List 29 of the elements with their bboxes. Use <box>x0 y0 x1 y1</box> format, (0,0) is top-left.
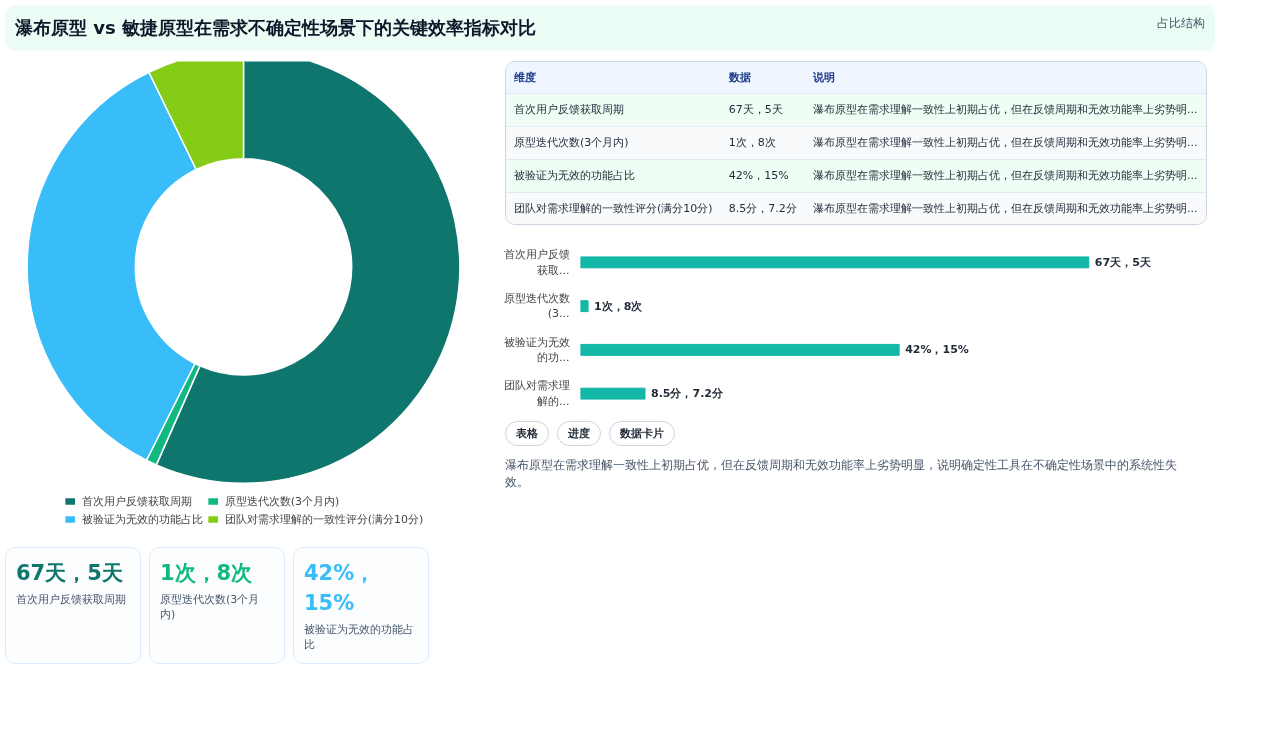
stat-card: 1次，8次 原型迭代次数(3个月内) <box>149 546 285 665</box>
data-label: 67天，5天 <box>1094 256 1152 270</box>
category-label: 原型迭代次数(3... <box>503 292 570 321</box>
bar <box>580 300 589 313</box>
bar <box>580 388 646 400</box>
table-row: 团队对需求理解的一致性评分(满分10分) 8.5分，7.2分 瀑布原型在需求理解一致性上初期占优，但在反馈周期和无效功能率上劣势明... <box>506 192 1206 225</box>
data-label: 42%，15% <box>905 343 969 357</box>
bar <box>580 256 1090 269</box>
legend-label: 首次用户反馈获取周期 <box>81 493 192 509</box>
text: 占比结构 <box>1157 15 1205 32</box>
category-label: 首次用户反馈获取... <box>503 248 570 278</box>
legend-label: 团队对需求理解的一致性评分(满分10分) <box>224 511 424 527</box>
category-label: 维度 <box>513 69 537 86</box>
stat-card: 67天，5天 首次用户反馈获取周期 <box>5 546 141 665</box>
data-label: 8.5分，7.2分 <box>650 387 724 401</box>
category-label: 被验证为无效的功... <box>503 335 570 365</box>
category-label: 数据 <box>727 69 752 86</box>
table-row: 原型迭代次数(3个月内) 1次，8次 瀑布原型在需求理解一致性上初期占优，但在反馈周期和无效功能率上劣势明... <box>506 126 1206 160</box>
table-row: 首次用户反馈获取周期 67天，5天 瀑布原型在需求理解一致性上初期占优，但在反馈周期和无效功能率上劣势明... <box>506 93 1206 127</box>
bar <box>580 344 900 357</box>
legend-label: 被验证为无效的功能占比 <box>81 511 203 527</box>
text: 瀑布原型在需求理解一致性上初期占优，但在反馈周期和无效功能率上劣势明显，说明确定性工具在不确定性场景中的系统性失效。 <box>505 456 1178 491</box>
text: 瀑布原型 vs 敏捷原型在需求不确定性场景下的关键效率指标对比 <box>15 16 536 40</box>
category-label: 团队对需求理解的... <box>503 379 570 409</box>
legend-label: 原型迭代次数(3个月内) <box>224 493 340 509</box>
table-header: 维度 数据 说明 <box>506 61 1206 94</box>
stat-card: 42%，15% 被验证为无效的功能占比 <box>293 546 429 665</box>
category-label: 说明 <box>811 69 836 86</box>
data-label: 1次，8次 <box>594 299 644 313</box>
